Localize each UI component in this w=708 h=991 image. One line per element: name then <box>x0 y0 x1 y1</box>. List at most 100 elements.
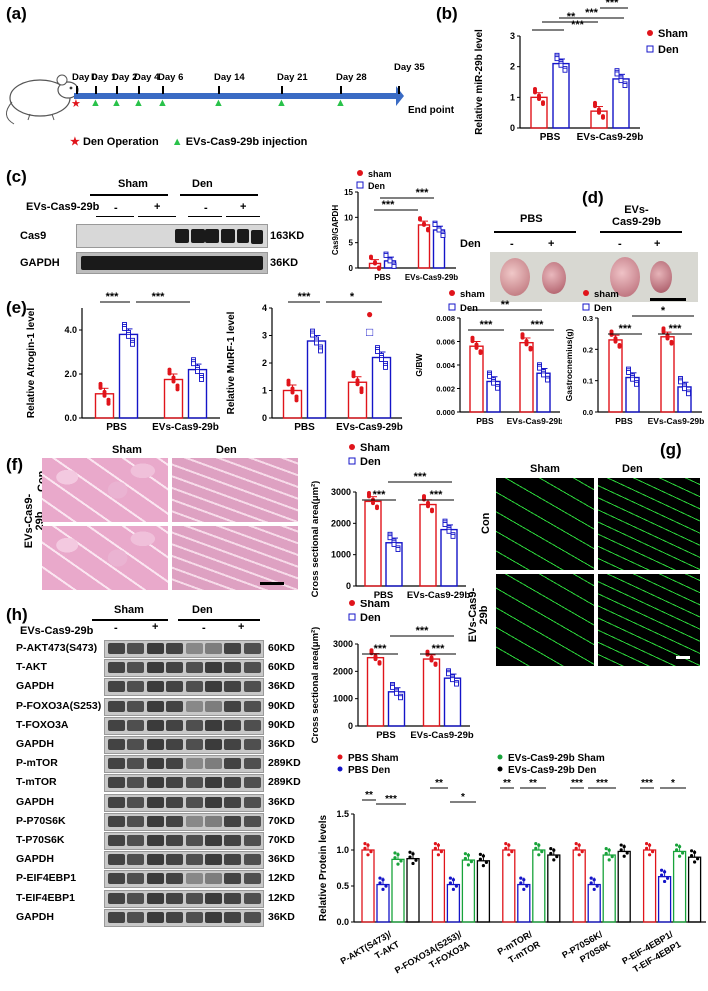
data-point <box>613 339 618 344</box>
data-point <box>541 101 545 106</box>
data-point <box>426 228 430 233</box>
c-plus-1: + <box>154 201 161 213</box>
data-point <box>429 658 434 663</box>
h-blot-kd: 289KD <box>268 776 301 789</box>
data-point <box>408 850 412 854</box>
star-icon: ★ <box>70 136 80 148</box>
legend-label: Den <box>460 303 478 314</box>
bar <box>532 849 546 923</box>
data-point <box>690 849 694 853</box>
timeline-legend: ★ Den Operation ▲ EVs-Cas9-29b injection <box>70 135 307 148</box>
data-point <box>286 382 291 387</box>
data-point <box>171 379 176 384</box>
legend-marker <box>647 30 653 36</box>
h-blot-label: P-FOXO3A(S253) <box>16 699 102 712</box>
timeline-tick <box>162 86 164 94</box>
timeline-day-label: Day 0 <box>72 72 98 83</box>
bar <box>364 500 382 587</box>
data-point <box>175 387 180 392</box>
h-blot-kd: 70KD <box>268 834 295 846</box>
g-sham-header: Sham <box>530 463 560 475</box>
data-point <box>478 350 483 355</box>
data-point <box>545 377 550 383</box>
chart-e3: 0.000 0.002 0.004 0.006 0.008 G/BW PBS EVs-Cas9… <box>414 289 562 426</box>
timeline-tick <box>340 86 342 94</box>
d-evs-header: EVs- Cas9-29b <box>612 204 661 228</box>
significance-label: ** <box>435 778 443 789</box>
bar <box>391 858 405 923</box>
h-blot-kd: 12KD <box>268 891 295 904</box>
h-blot-kd: 36KD <box>268 853 295 866</box>
data-point <box>195 369 200 375</box>
y-tick-label: 1 <box>510 92 515 102</box>
data-point <box>371 501 375 506</box>
data-point <box>549 847 553 851</box>
e2-legend: ● □ <box>366 305 373 341</box>
d-muscle-photo <box>490 252 698 302</box>
significance-label: ** <box>567 11 576 23</box>
data-point <box>525 884 529 888</box>
h-blot-label: P-mTOR <box>16 757 58 770</box>
data-point <box>451 878 455 882</box>
h-blot-strip <box>104 697 264 716</box>
d-plus-1: + <box>548 238 555 250</box>
data-point <box>507 843 511 847</box>
y-tick-label: 10 <box>344 213 353 222</box>
data-point <box>520 335 525 340</box>
bar <box>672 850 687 923</box>
data-point <box>491 380 496 386</box>
data-point <box>199 377 204 382</box>
y-tick-label: 1.0 <box>336 845 349 855</box>
data-point <box>408 855 412 859</box>
h-blot-kd: 36KD <box>268 680 295 693</box>
data-point <box>396 852 400 857</box>
data-point <box>589 881 593 885</box>
legend-marker <box>497 766 503 772</box>
data-point <box>660 868 664 872</box>
data-point <box>446 671 451 677</box>
y-tick-label: 0 <box>349 264 354 273</box>
data-point <box>589 876 593 880</box>
data-point <box>577 853 581 857</box>
data-point <box>675 848 679 852</box>
panel-label-f: (f) <box>6 455 23 474</box>
data-point <box>294 398 299 403</box>
data-point <box>533 90 537 95</box>
bar <box>547 854 561 923</box>
data-point <box>648 853 652 857</box>
data-point <box>541 372 546 378</box>
data-point <box>686 391 691 397</box>
panel-label-b: (b) <box>436 4 458 23</box>
data-point <box>678 379 683 385</box>
h-blot-label: T-mTOR <box>16 776 57 789</box>
data-point <box>534 842 538 846</box>
data-point <box>519 876 523 880</box>
h-blot-strip <box>104 736 264 754</box>
timeline-tick <box>281 86 283 94</box>
bar <box>608 339 623 413</box>
triangle-icon: ▲ <box>335 97 346 109</box>
timeline-diagram <box>6 74 404 125</box>
triangle-icon: ▲ <box>133 97 144 109</box>
data-point <box>391 542 397 547</box>
data-point <box>378 876 382 880</box>
y-tick-label: 0 <box>510 123 515 133</box>
bar <box>572 849 586 923</box>
data-point <box>102 393 107 398</box>
data-point <box>663 879 667 884</box>
data-point <box>625 851 629 855</box>
data-point <box>574 846 578 850</box>
significance-label: ** <box>365 790 373 801</box>
data-point <box>619 843 623 847</box>
data-point <box>524 342 529 347</box>
y-tick-label: 3000 <box>333 639 353 649</box>
significance-label: *** <box>152 292 166 303</box>
data-point <box>537 96 541 101</box>
data-point <box>383 364 388 370</box>
bar <box>476 860 491 923</box>
data-point <box>666 876 670 880</box>
data-point <box>98 385 103 390</box>
triangle-icon: ▲ <box>90 97 101 109</box>
data-point <box>394 690 399 696</box>
h-blot-kd: 36KD <box>268 795 295 808</box>
